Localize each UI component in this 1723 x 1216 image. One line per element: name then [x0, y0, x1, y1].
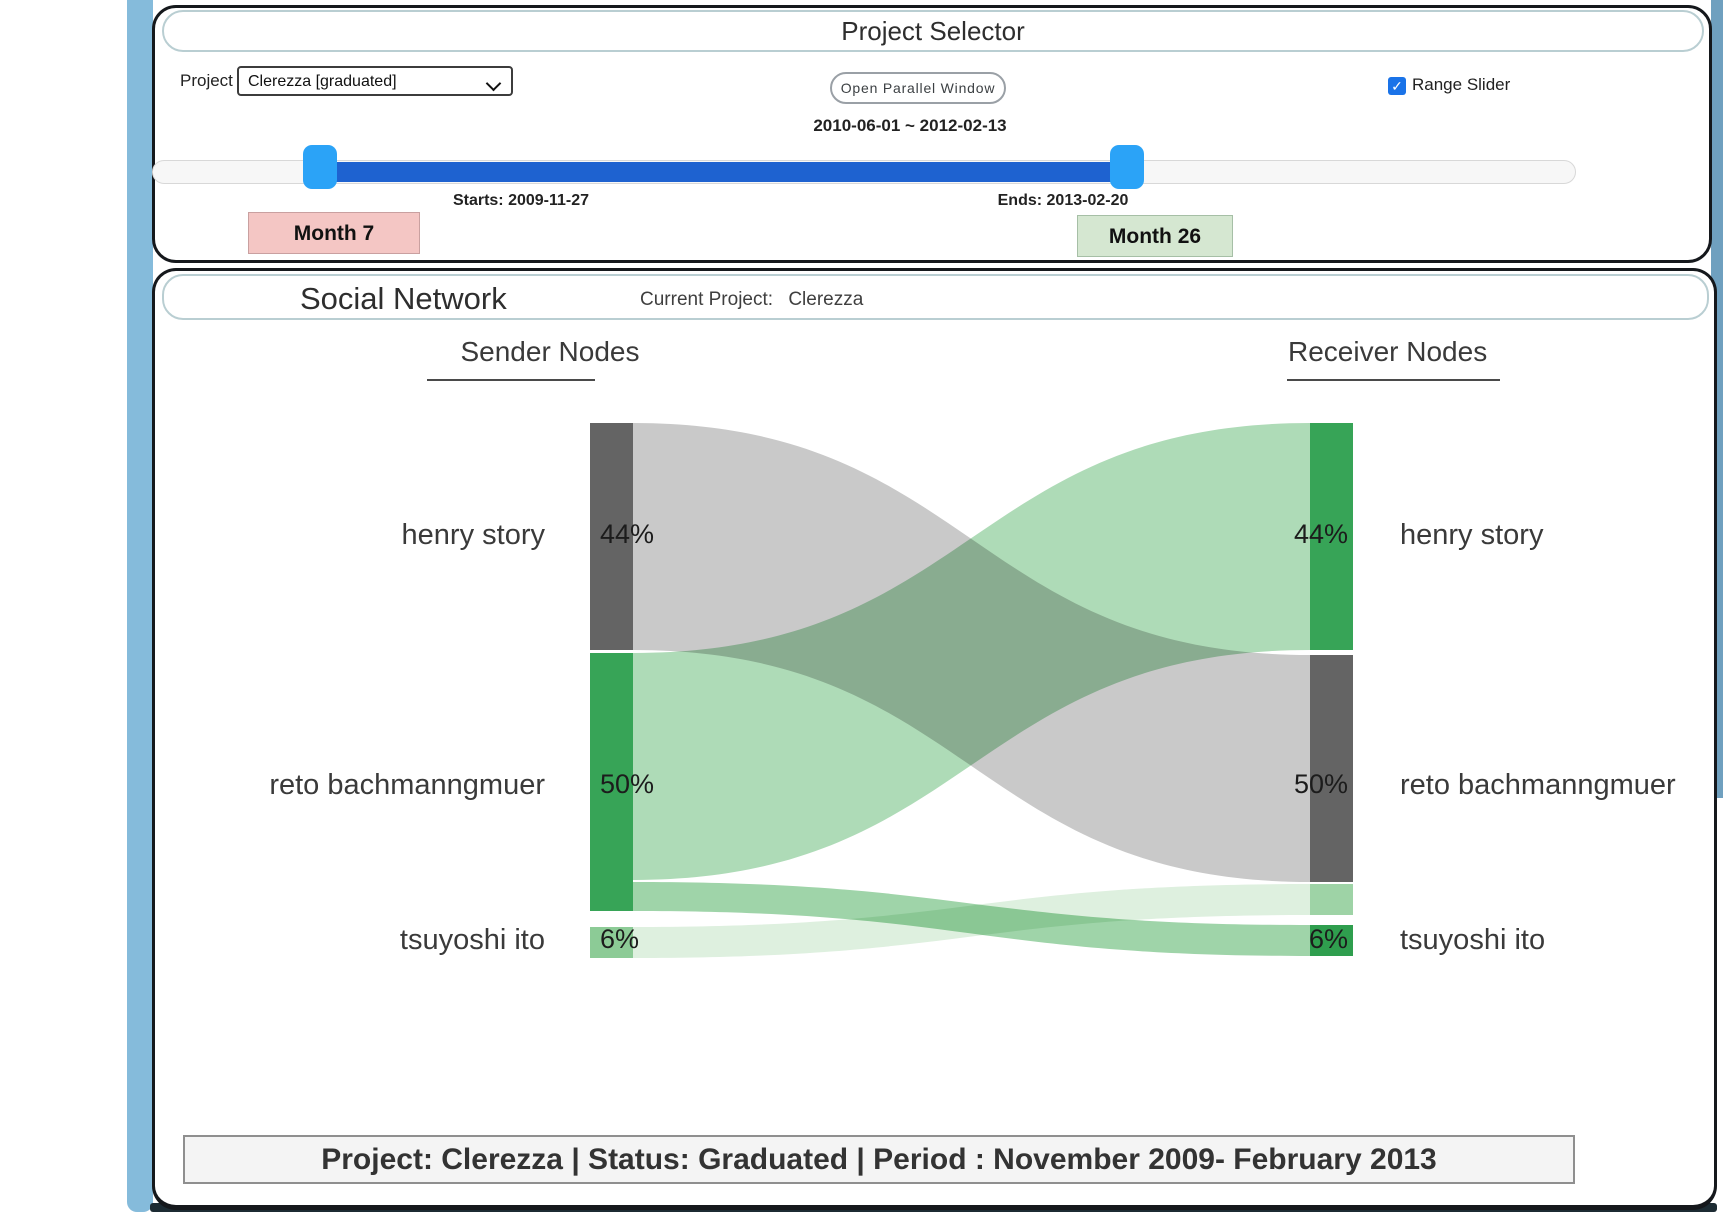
chevron-down-icon — [485, 75, 502, 92]
social-network-header — [162, 274, 1709, 320]
receiver-bar-tsuyoshi-ito[interactable] — [1310, 925, 1353, 956]
range-slider-label: Range Slider — [1412, 75, 1511, 94]
receiver-nodes-header: Receiver Nodes — [1288, 336, 1488, 367]
current-project-value: Clerezza — [788, 289, 864, 310]
sender-nodes-underline — [427, 379, 595, 381]
receiver-bar-reto-from-tsuyoshi-segment[interactable] — [1310, 884, 1353, 915]
end-month-badge: Month 26 — [1077, 215, 1233, 257]
social-network-panel — [152, 268, 1717, 1210]
sender-label-henry-story: henry story — [401, 519, 545, 551]
selected-date-range: 2010-06-01 ~ 2012-02-13 — [813, 116, 1007, 135]
start-month-badge: Month 7 — [248, 212, 420, 254]
project-selector-header: Project Selector — [162, 10, 1704, 52]
range-slider-checkbox[interactable]: ✓ — [1388, 77, 1406, 95]
receiver-pct-tsuyoshi-ito: 6% — [1308, 924, 1348, 954]
receiver-pct-henry-story: 44% — [1293, 519, 1348, 549]
range-slider-fill — [320, 162, 1127, 182]
receiver-label-tsuyoshi-ito: tsuyoshi ito — [1400, 924, 1546, 956]
receiver-label-reto-bachmanngmuer: reto bachmanngmuer — [1400, 769, 1676, 801]
sender-pct-reto-bachmanngmuer: 50% — [600, 769, 655, 799]
range-slider-start-handle[interactable] — [303, 145, 337, 189]
project-summary-footer: Project: Clerezza | Status: Graduated | … — [183, 1135, 1575, 1184]
receiver-bar-reto-bachmanngmuer[interactable] — [1310, 655, 1353, 882]
sender-label-tsuyoshi-ito: tsuyoshi ito — [399, 924, 545, 956]
sender-nodes-header: Sender Nodes — [460, 336, 640, 367]
sender-pct-tsuyoshi-ito: 6% — [600, 924, 640, 954]
slider-starts-label: Starts: 2009-11-27 — [452, 192, 590, 209]
project-selector-title: Project Selector — [841, 16, 1025, 46]
slider-ends-label: Ends: 2013-02-20 — [997, 192, 1129, 209]
sender-label-reto-bachmanngmuer: reto bachmanngmuer — [269, 769, 545, 801]
social-network-title: Social Network — [300, 281, 507, 316]
page-left-accent — [127, 0, 153, 1212]
sender-bar-reto-bachmanngmuer[interactable] — [590, 653, 633, 911]
receiver-label-henry-story: henry story — [1400, 519, 1544, 551]
current-project-label: Current Project: — [640, 289, 774, 310]
sender-bar-tsuyoshi-ito[interactable] — [590, 927, 633, 958]
receiver-pct-reto-bachmanngmuer: 50% — [1293, 769, 1348, 799]
project-label: Project — [180, 71, 233, 90]
project-select[interactable]: Clerezza [graduated] — [237, 66, 513, 96]
sender-pct-henry-story: 44% — [600, 519, 655, 549]
sender-bar-henry-story[interactable] — [590, 423, 633, 650]
receiver-bar-henry-story[interactable] — [1310, 423, 1353, 650]
range-slider-end-handle[interactable] — [1110, 145, 1144, 189]
receiver-nodes-underline — [1287, 379, 1500, 381]
current-project: Current Project: Clerezza — [640, 289, 863, 311]
open-parallel-window-button[interactable]: Open Parallel Window — [830, 72, 1006, 104]
project-select-value: Clerezza [graduated] — [248, 73, 397, 90]
